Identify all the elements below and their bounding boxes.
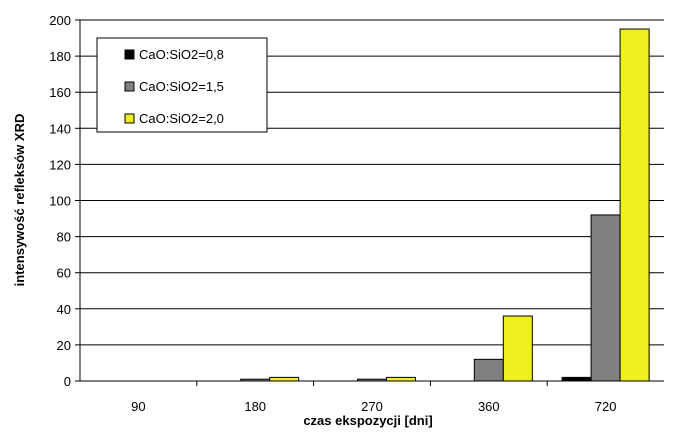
bar-CaO:SiO2=2,0-180	[269, 376, 300, 382]
y-tick-label: 100	[49, 194, 71, 209]
x-tick-label: 720	[595, 399, 617, 414]
bar-CaO:SiO2=2,0-270	[386, 376, 416, 382]
y-tick-label: 60	[57, 266, 71, 281]
bar-CaO:SiO2=1,5-360	[473, 358, 504, 382]
x-tick-label: 90	[131, 399, 145, 414]
bar-CaO:SiO2=1,5-720	[590, 214, 621, 382]
y-tick-label: 80	[57, 230, 71, 245]
legend: CaO:SiO2=0,8 CaO:SiO2=1,5 CaO:SiO2=2,0	[96, 37, 268, 133]
y-tick-label: 0	[64, 374, 71, 389]
x-tick-label: 360	[478, 399, 500, 414]
y-tick-label: 200	[49, 13, 71, 28]
legend-swatch	[124, 113, 135, 124]
y-tick-label: 40	[57, 302, 71, 317]
legend-label: CaO:SiO2=2,0	[139, 111, 224, 126]
x-axis-title: czas ekspozycji [dni]	[303, 413, 432, 428]
y-tick-label: 20	[57, 338, 71, 353]
y-axis-title: intensywość refleksów XRD	[12, 114, 27, 287]
legend-swatch	[124, 81, 135, 92]
axes	[79, 20, 664, 386]
y-tick-label: 140	[49, 121, 71, 136]
y-tick-label: 180	[49, 49, 71, 64]
bar-CaO:SiO2=0,8-720	[561, 376, 592, 382]
x-tick-label: 180	[244, 399, 266, 414]
bar-CaO:SiO2=2,0-360	[502, 315, 533, 382]
bar-CaO:SiO2=2,0-720	[619, 28, 650, 382]
y-tick-labels: 0 20 40 60 80 100 120 140 160 180 200	[49, 13, 71, 389]
x-tick-label: 270	[361, 399, 383, 414]
legend-label: CaO:SiO2=1,5	[139, 79, 224, 94]
bars	[240, 28, 650, 382]
x-tick-labels: 90 180 270 360 720	[131, 399, 616, 414]
legend-swatch	[124, 49, 135, 60]
y-tick-label: 120	[49, 157, 71, 172]
y-tick-label: 160	[49, 85, 71, 100]
legend-label: CaO:SiO2=0,8	[139, 47, 224, 62]
